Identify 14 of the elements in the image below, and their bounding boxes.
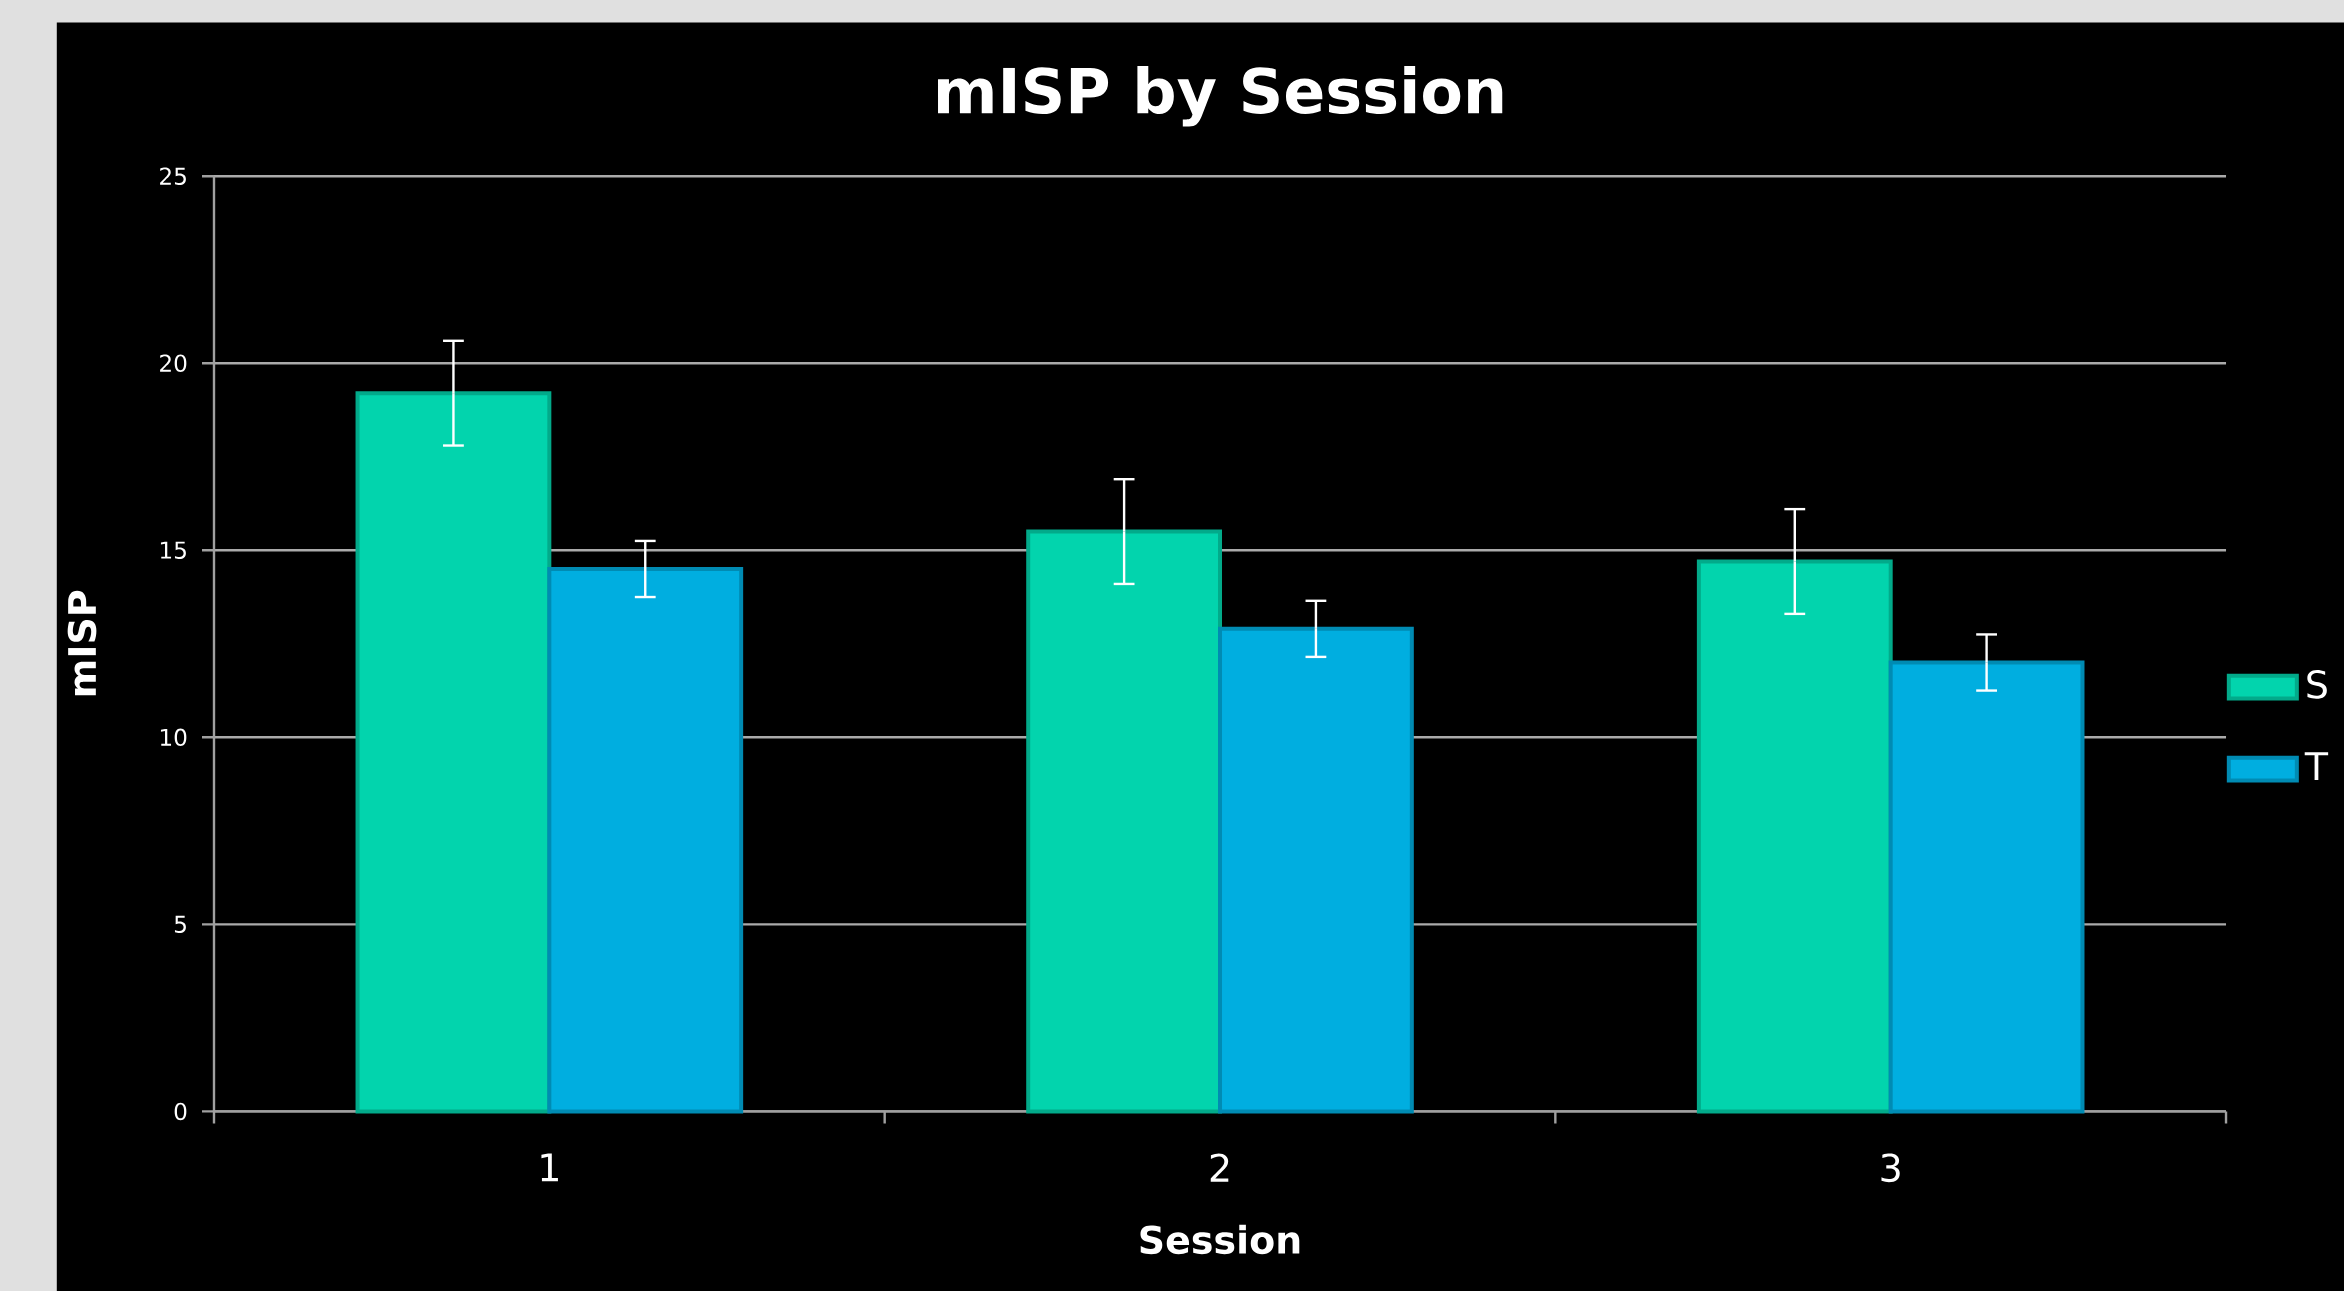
y-tick-label: 25	[160, 167, 186, 185]
x-tick-label: 2	[1210, 1153, 1229, 1182]
legend-label: T	[2304, 752, 2329, 780]
y-tick-label: 20	[160, 354, 187, 372]
y-tick-label: 5	[174, 915, 186, 933]
x-tick-label: 3	[1881, 1153, 1900, 1183]
y-tick-label: 15	[160, 541, 186, 559]
chart-title: mISP by Session	[938, 66, 1503, 127]
x-axis-title: Session	[1140, 1224, 1300, 1255]
y-axis-title: mISP	[67, 590, 97, 696]
y-tick-label: 10	[160, 728, 187, 747]
y-tick-label: 0	[174, 1102, 187, 1121]
x-tick-label: 1	[541, 1153, 558, 1182]
legend-label: S	[2307, 670, 2327, 699]
